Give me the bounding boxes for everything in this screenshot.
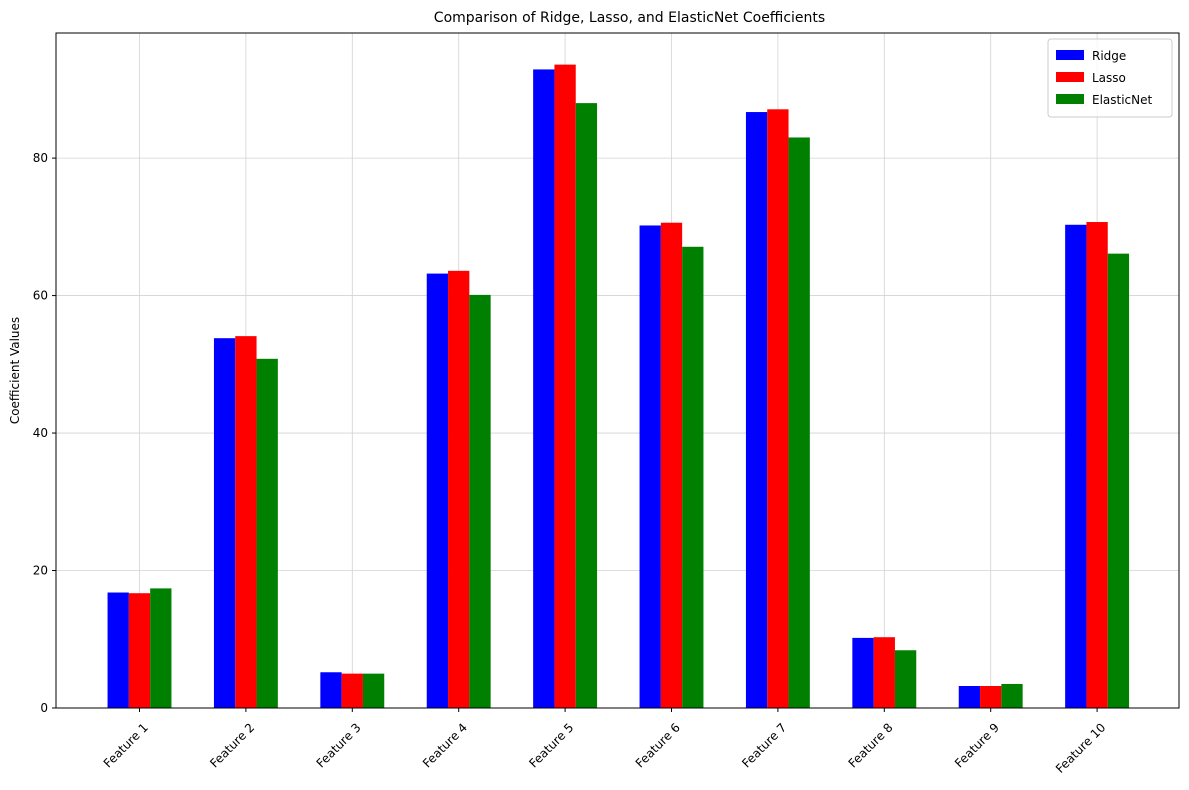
legend: Ridge Lasso ElasticNet: [1047, 38, 1173, 118]
bar-lasso-5: [554, 64, 576, 709]
bar-elasticnet-5: [575, 103, 598, 709]
legend-label-elasticnet: ElasticNet: [1092, 93, 1153, 107]
bar-lasso-3: [341, 673, 363, 708]
bar-elasticnet-9: [1001, 683, 1023, 708]
x-tick-label: Feature 2: [207, 720, 257, 770]
bar-ridge-6: [639, 225, 661, 708]
bar-lasso-8: [873, 637, 895, 708]
x-tick-label: Feature 3: [314, 720, 364, 770]
legend-swatch-elasticnet: [1056, 94, 1084, 104]
bar-ridge-9: [958, 686, 981, 708]
x-tick-label: Feature 6: [633, 720, 683, 770]
x-tick-label: Feature 5: [526, 720, 576, 770]
bar-elasticnet-6: [682, 246, 704, 708]
y-axis: 0 20 40 60 80: [33, 151, 56, 715]
bar-lasso-2: [235, 336, 257, 708]
y-tick-label: 40: [33, 426, 48, 440]
bar-elasticnet-1: [150, 588, 172, 708]
legend-swatch-lasso: [1056, 72, 1084, 82]
bar-ridge-1: [107, 592, 129, 708]
bar-lasso-9: [980, 686, 1002, 708]
y-tick-label: 80: [33, 151, 48, 165]
bar-elasticnet-3: [362, 673, 385, 708]
x-tick-label: Feature 10: [1053, 720, 1108, 775]
bar-ridge-10: [1065, 224, 1087, 709]
bar-elasticnet-4: [469, 294, 491, 708]
bar-lasso-4: [448, 270, 470, 708]
chart-title: Comparison of Ridge, Lasso, and ElasticN…: [434, 10, 825, 26]
bar-ridge-8: [852, 637, 874, 708]
bar-elasticnet-7: [788, 137, 810, 708]
y-tick-label: 60: [33, 289, 48, 303]
y-axis-label: Coefficient Values: [8, 317, 22, 424]
legend-swatch-ridge: [1056, 50, 1084, 60]
bar-elasticnet-8: [894, 650, 917, 708]
plot-frame: [55, 32, 1180, 709]
legend-label-ridge: Ridge: [1092, 49, 1126, 63]
bar-lasso-1: [128, 593, 151, 708]
bar-ridge-5: [533, 69, 555, 708]
bar-lasso-7: [767, 109, 789, 709]
legend-label-lasso: Lasso: [1092, 71, 1126, 85]
bar-ridge-2: [213, 338, 236, 708]
bar-ridge-7: [745, 112, 768, 709]
x-tick-label: Feature 1: [101, 720, 151, 770]
x-tick-label: Feature 9: [952, 720, 1002, 770]
x-tick-label: Feature 7: [739, 720, 789, 770]
x-axis: Feature 1 Feature 2 Feature 3 Feature 4 Feat…: [101, 708, 1108, 776]
y-tick-label: 20: [33, 564, 48, 578]
bar-elasticnet-10: [1107, 253, 1130, 708]
bar-elasticnet-2: [256, 358, 278, 708]
y-tick-label: 0: [40, 701, 48, 715]
x-tick-label: Feature 4: [420, 720, 470, 770]
x-tick-label: Feature 8: [846, 720, 896, 770]
bar-ridge-4: [426, 273, 449, 708]
bar-lasso-6: [660, 222, 683, 708]
bars: [107, 64, 1130, 709]
bar-ridge-3: [320, 672, 342, 708]
bar-lasso-10: [1086, 222, 1108, 708]
